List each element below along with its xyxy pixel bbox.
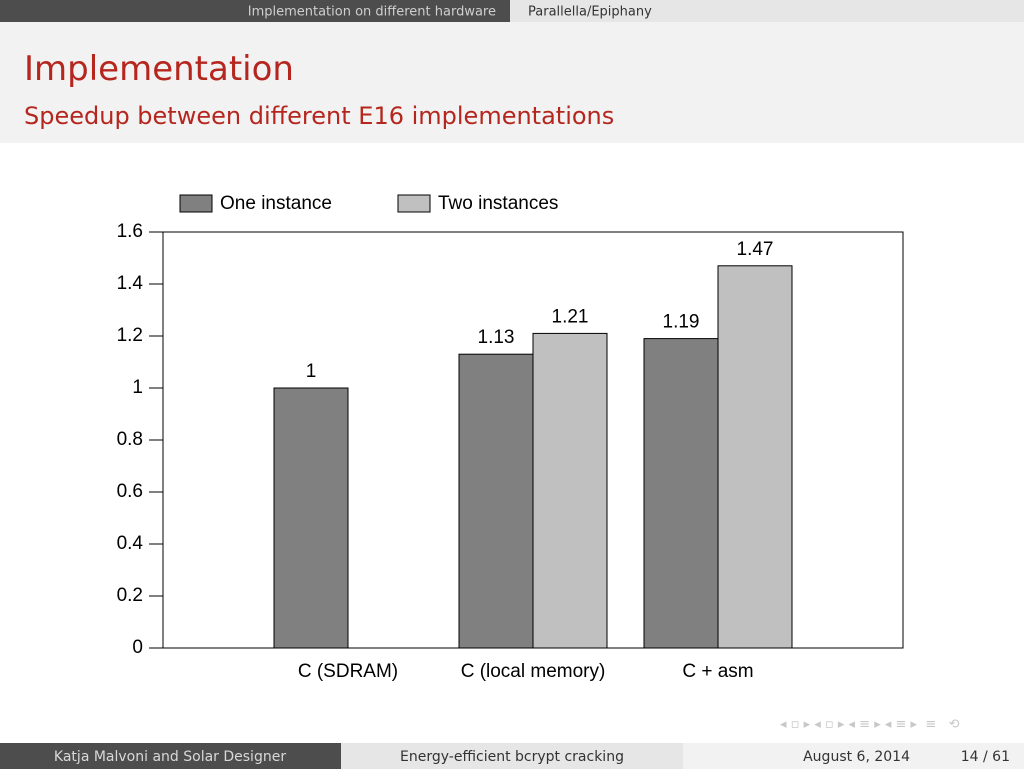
y-tick-label: 1.6 xyxy=(117,221,143,242)
x-tick-label: C (local memory) xyxy=(461,661,606,682)
nav-symbols[interactable]: ◂ ▫ ▸ ◂ ▫ ▸ ◂ ≡ ▸ ◂ ≡ ▸ ≡ ⟲ xyxy=(780,717,960,732)
y-tick-label: 1.2 xyxy=(117,325,143,346)
y-tick-label: 1 xyxy=(132,377,143,398)
legend-swatch xyxy=(179,194,213,213)
x-tick-label: C + asm xyxy=(682,661,753,682)
footer-authors: Katja Malvoni and Solar Designer xyxy=(54,749,286,765)
bar xyxy=(273,387,349,649)
value-label: 1.47 xyxy=(737,239,774,260)
bar xyxy=(458,353,534,649)
bar xyxy=(643,338,719,649)
slide-title: Implementation xyxy=(24,49,294,89)
footer-date: August 6, 2014 xyxy=(803,749,910,765)
footer-mid-bg xyxy=(341,743,683,769)
y-tick-label: 1.4 xyxy=(117,273,144,294)
footer-page: 14 / 61 xyxy=(961,749,1010,765)
slide-subtitle: Speedup between different E16 implementa… xyxy=(24,102,614,130)
value-label: 1.21 xyxy=(552,306,589,327)
bar xyxy=(717,265,793,649)
header-subsection[interactable]: Parallella/Epiphany xyxy=(528,5,652,20)
y-tick-label: 0 xyxy=(132,637,143,658)
footer-right-bg xyxy=(683,743,1024,769)
legend-label: One instance xyxy=(220,193,332,214)
y-tick-label: 0.8 xyxy=(117,429,143,450)
y-tick-label: 0.6 xyxy=(117,481,143,502)
header-left-bg xyxy=(0,0,510,22)
footer-talk: Energy-efficient bcrypt cracking xyxy=(400,749,624,765)
title-band xyxy=(0,22,1024,143)
footer-left-bg xyxy=(0,743,341,769)
value-label: 1 xyxy=(306,361,317,382)
chart: 0 0.2 0.4 0.6 0.8 1 1.2 1.4 1.6 One instance Two i… xyxy=(117,193,904,682)
value-label: 1.13 xyxy=(478,327,515,348)
x-tick-label: C (SDRAM) xyxy=(298,661,398,682)
value-label: 1.19 xyxy=(663,312,700,333)
legend-label: Two instances xyxy=(438,193,558,214)
y-tick-label: 0.4 xyxy=(117,533,144,554)
header-section[interactable]: Implementation on different hardware xyxy=(248,5,496,20)
legend-swatch xyxy=(397,194,431,213)
bar xyxy=(532,332,608,649)
y-tick-label: 0.2 xyxy=(117,585,143,606)
header-right-bg xyxy=(510,0,1024,22)
